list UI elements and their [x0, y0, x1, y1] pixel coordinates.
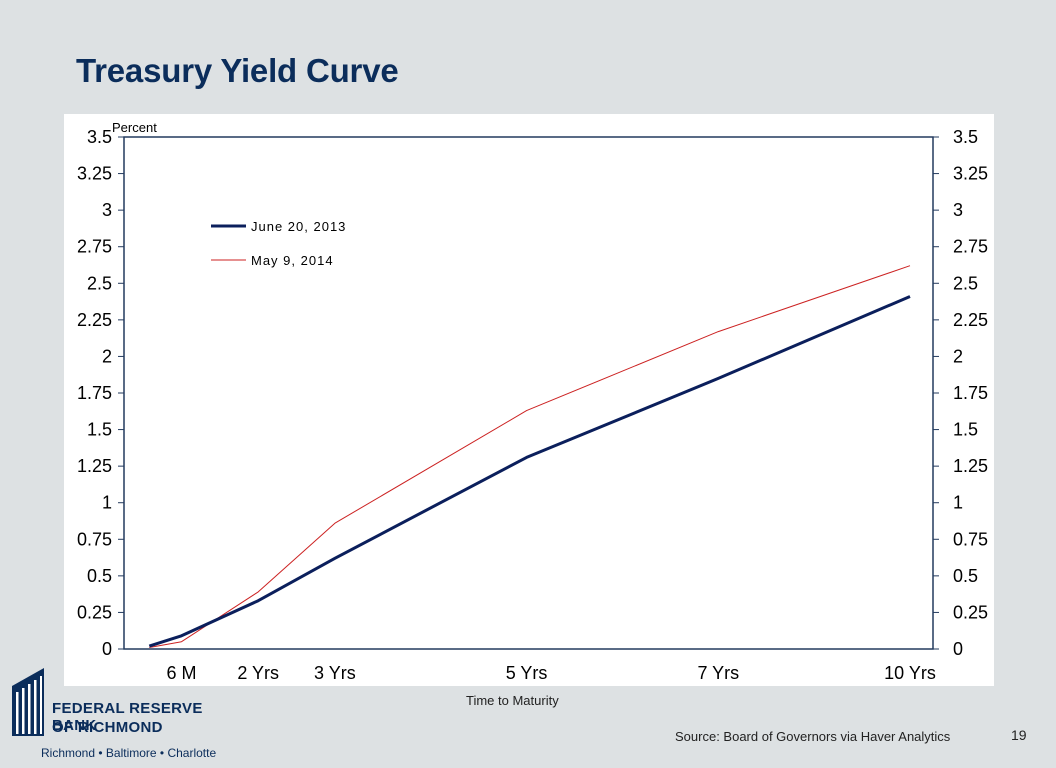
- series-line-1: [148, 295, 911, 648]
- y-tick-label-right: 2.25: [953, 310, 988, 330]
- y-tick-label-right: 2.75: [953, 237, 988, 257]
- y-tick-label-right: 0.75: [953, 529, 988, 549]
- y-tick-label-right: 3.5: [953, 127, 978, 147]
- x-tick-label: 6 M: [167, 663, 197, 683]
- y-tick-label-left: 2.75: [77, 237, 112, 257]
- x-tick-label: 5 Yrs: [506, 663, 548, 683]
- page-title: Treasury Yield Curve: [76, 52, 399, 89]
- y-tick-label-left: 3.5: [87, 127, 112, 147]
- y-tick-label-left: 1.75: [77, 383, 112, 403]
- y-tick-label-left: 3: [102, 200, 112, 220]
- y-tick-label-right: 2.5: [953, 273, 978, 293]
- logo-line-1: FEDERAL RESERVE BANK: [52, 700, 203, 734]
- y-tick-label-right: 0.25: [953, 602, 988, 622]
- logo-cities: Richmond • Baltimore • Charlotte: [41, 746, 217, 760]
- plot-frame: [123, 136, 934, 650]
- y-tick-label-left: 2.25: [77, 310, 112, 330]
- legend-label-1: June 20, 2013: [251, 219, 346, 234]
- y-tick-label-left: 0.25: [77, 602, 112, 622]
- y-tick-label-left: 0.5: [87, 566, 112, 586]
- y-tick-label-right: 2: [953, 346, 963, 366]
- y-tick-label-right: 1.25: [953, 456, 988, 476]
- y-tick-label-right: 0.5: [953, 566, 978, 586]
- y-tick-label-left: 0: [102, 639, 112, 659]
- y-tick-label-right: 3: [953, 200, 963, 220]
- y-tick-label-left: 1.5: [87, 420, 112, 440]
- y-tick-label-right: 1.5: [953, 420, 978, 440]
- fed-building-icon: [12, 668, 44, 736]
- x-tick-label: 3 Yrs: [314, 663, 356, 683]
- y-tick-label-left: 2.5: [87, 273, 112, 293]
- y-tick-label-right: 3.25: [953, 164, 988, 184]
- y-tick-label-left: 2: [102, 346, 112, 366]
- y-tick-label-right: 0: [953, 639, 963, 659]
- yield-curve-chart: 0 0 0.25 0.25 0.5 0.5 0.75 0.75 1 1 1.25 1.25 1.5 1.5…: [77, 120, 988, 683]
- y-tick-label-left: 1: [102, 493, 112, 513]
- fed-richmond-logo: FEDERAL RESERVE BANK OF RICHMOND Richmon…: [8, 664, 238, 764]
- page-number: 19: [1011, 727, 1027, 743]
- y-tick-label-right: 1: [953, 493, 963, 513]
- y-tick-label-left: 1.25: [77, 456, 112, 476]
- source-note: Source: Board of Governors via Haver Ana…: [675, 729, 951, 744]
- series-line-2: [149, 265, 911, 648]
- y-tick-label-left: 3.25: [77, 164, 112, 184]
- y-axis-title: Percent: [112, 120, 157, 135]
- legend-label-2: May 9, 2014: [251, 253, 334, 268]
- y-tick-label-right: 1.75: [953, 383, 988, 403]
- x-axis-title: Time to Maturity: [466, 693, 559, 708]
- logo-line-2: OF RICHMOND: [52, 719, 163, 736]
- x-tick-label: 10 Yrs: [884, 663, 936, 683]
- chart-panel: 0 0 0.25 0.25 0.5 0.5 0.75 0.75 1 1 1.25 1.25 1.5 1.5…: [64, 114, 994, 686]
- x-tick-label: 7 Yrs: [697, 663, 739, 683]
- x-tick-label: 2 Yrs: [237, 663, 279, 683]
- y-tick-label-left: 0.75: [77, 529, 112, 549]
